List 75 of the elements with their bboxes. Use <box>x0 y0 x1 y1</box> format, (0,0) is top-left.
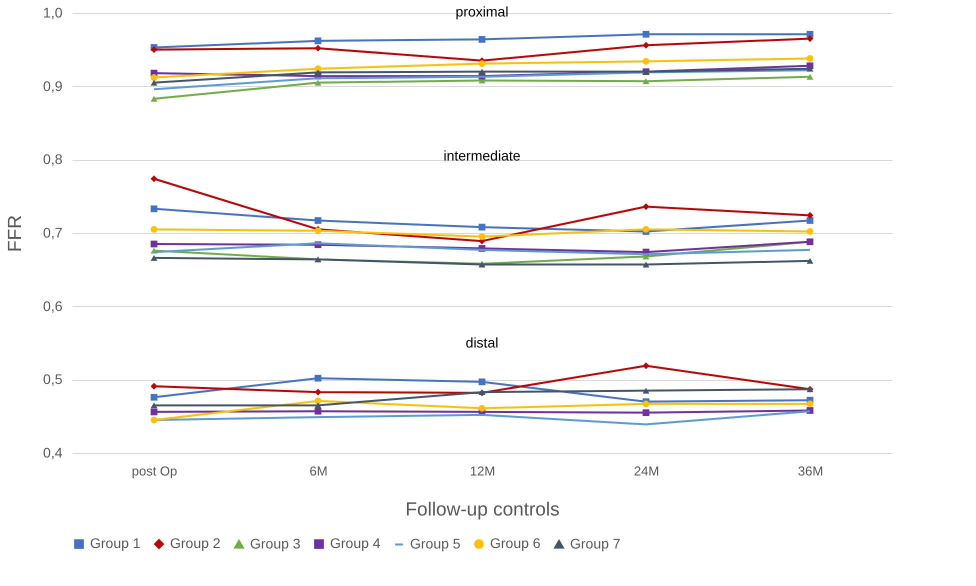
point <box>314 44 322 52</box>
point <box>478 68 486 75</box>
point <box>150 402 158 408</box>
point <box>806 66 814 72</box>
point <box>150 74 158 81</box>
point <box>806 74 814 80</box>
point <box>642 409 650 416</box>
point <box>150 46 158 54</box>
y-tick-label: 0,8 <box>43 151 63 168</box>
point <box>150 175 158 182</box>
point <box>314 69 322 76</box>
legend-label: Group 1 <box>90 535 141 552</box>
point <box>314 80 322 86</box>
point <box>150 255 158 261</box>
point <box>150 80 158 86</box>
point <box>314 402 322 408</box>
point <box>150 205 158 212</box>
point <box>806 212 814 219</box>
legend-label: Group 3 <box>250 535 301 552</box>
point <box>642 58 650 65</box>
x-tick-label: 36M <box>798 464 824 478</box>
point <box>314 408 322 415</box>
point <box>642 42 650 49</box>
point <box>806 35 814 42</box>
point <box>150 226 158 233</box>
point <box>642 203 650 210</box>
point <box>642 226 650 233</box>
point <box>806 400 814 408</box>
y-tick-label: 0,6 <box>43 298 63 314</box>
point <box>642 78 650 84</box>
point <box>150 96 158 102</box>
x-tick-label: 12M <box>470 464 496 478</box>
point <box>150 394 158 401</box>
point <box>806 55 814 62</box>
legend-label: Group 5 <box>410 536 461 552</box>
y-tick-label: 0,4 <box>43 444 63 460</box>
y-tick-label: 1,0 <box>43 4 63 20</box>
y-tick-label: 0,7 <box>43 224 63 240</box>
x-axis-title: Follow-up controls <box>405 500 560 520</box>
legend-label: Group 2 <box>170 535 221 552</box>
point <box>314 388 322 396</box>
point <box>478 378 486 386</box>
point <box>478 60 486 67</box>
point <box>150 240 158 248</box>
point <box>806 217 814 224</box>
point <box>150 408 158 416</box>
point <box>642 30 650 38</box>
point <box>150 382 158 390</box>
x-tick-label: 24M <box>634 464 660 478</box>
annotation: proximal <box>456 3 508 20</box>
point <box>642 262 650 268</box>
legend-label: Group 7 <box>570 535 621 552</box>
y-tick-label: 0,9 <box>43 78 63 94</box>
point <box>478 36 486 43</box>
point <box>314 374 322 382</box>
point <box>150 416 158 424</box>
point <box>478 233 486 240</box>
y-tick-label: 0,5 <box>43 371 63 388</box>
point <box>314 398 322 404</box>
annotation: distal <box>466 334 498 351</box>
annotation: intermediate <box>443 148 521 164</box>
point <box>314 217 322 224</box>
point <box>806 228 814 235</box>
point <box>642 400 650 408</box>
point <box>314 38 322 44</box>
legend-label: Group 6 <box>490 535 541 552</box>
y-axis-title: FFR <box>5 215 26 252</box>
x-tick-label: post Op <box>132 464 178 478</box>
point <box>642 388 650 394</box>
point <box>806 258 814 264</box>
point <box>478 224 486 230</box>
x-tick-label: 6M <box>309 464 328 478</box>
point <box>478 404 486 412</box>
point <box>642 362 650 370</box>
legend-label: Group 4 <box>330 535 381 552</box>
